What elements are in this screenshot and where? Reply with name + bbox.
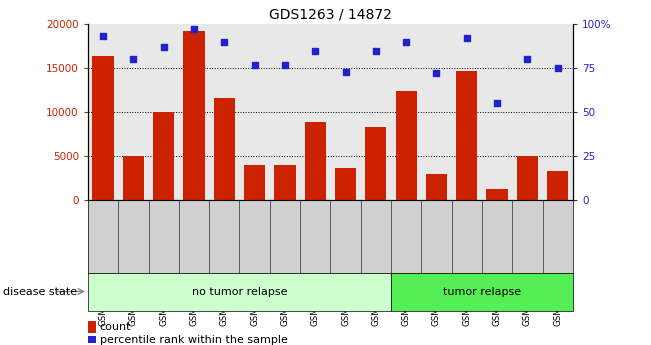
Bar bbox=[426, 174, 447, 200]
Bar bbox=[214, 98, 235, 200]
Point bbox=[128, 57, 139, 62]
Bar bbox=[547, 171, 568, 200]
Point bbox=[462, 36, 472, 41]
Text: percentile rank within the sample: percentile rank within the sample bbox=[100, 335, 288, 345]
Point bbox=[431, 71, 441, 76]
Text: no tumor relapse: no tumor relapse bbox=[191, 287, 287, 296]
Bar bbox=[517, 156, 538, 200]
Point bbox=[553, 66, 563, 71]
Bar bbox=[153, 112, 174, 200]
Bar bbox=[88, 273, 391, 310]
Bar bbox=[486, 189, 508, 200]
Bar bbox=[244, 165, 265, 200]
Point bbox=[219, 39, 230, 45]
Title: GDS1263 / 14872: GDS1263 / 14872 bbox=[269, 8, 392, 22]
Bar bbox=[123, 156, 144, 200]
Bar bbox=[274, 165, 296, 200]
Point bbox=[310, 48, 320, 53]
Text: count: count bbox=[100, 322, 131, 332]
Point bbox=[249, 62, 260, 67]
Bar bbox=[92, 56, 114, 200]
Bar bbox=[365, 127, 387, 200]
Point bbox=[158, 44, 169, 50]
Point bbox=[401, 39, 411, 45]
Bar bbox=[391, 273, 573, 310]
Point bbox=[189, 27, 199, 32]
Point bbox=[492, 101, 503, 106]
Point bbox=[340, 69, 351, 75]
Point bbox=[370, 48, 381, 53]
Text: disease state: disease state bbox=[3, 287, 77, 296]
Point bbox=[522, 57, 533, 62]
Bar bbox=[184, 31, 204, 200]
Bar bbox=[335, 168, 356, 200]
Text: tumor relapse: tumor relapse bbox=[443, 287, 521, 296]
Point bbox=[98, 34, 108, 39]
Bar bbox=[456, 71, 477, 200]
Point bbox=[280, 62, 290, 67]
Bar bbox=[396, 91, 417, 200]
Bar bbox=[305, 122, 326, 200]
